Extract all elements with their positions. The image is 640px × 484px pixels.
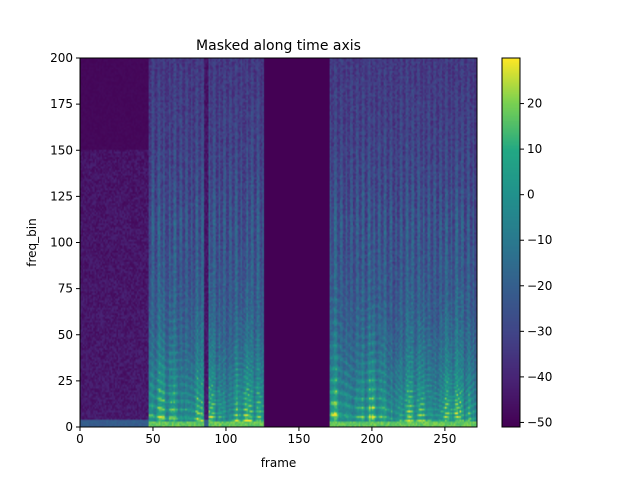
y-axis-label: freq_bin	[25, 218, 39, 266]
y-tick-label: 125	[50, 189, 73, 203]
y-tick-label: 100	[50, 236, 73, 250]
colorbar-tick-label: 20	[527, 97, 542, 111]
y-tick-label: 75	[58, 282, 73, 296]
y-axis: 0 25 50 75 100 125 150 175 200	[50, 51, 80, 434]
y-tick-label: 25	[58, 374, 73, 388]
chart-title: Masked along time axis	[196, 38, 361, 54]
colorbar-tick-label: −30	[527, 324, 552, 338]
colorbar-tick-label: 0	[527, 188, 535, 202]
colorbar-tick-label: 10	[527, 142, 542, 156]
x-axis-label: frame	[261, 456, 297, 470]
colorbar-tick-label: −10	[527, 233, 552, 247]
colorbar-tick-label: −20	[527, 279, 552, 293]
x-tick-label: 50	[145, 432, 160, 446]
x-axis: 0 50 100 150 200 250	[76, 427, 456, 446]
y-tick-label: 200	[50, 51, 73, 65]
colorbar-tick-label: −50	[527, 415, 552, 429]
y-tick-label: 50	[58, 328, 73, 342]
x-tick-label: 250	[433, 432, 456, 446]
plot-area	[79, 57, 478, 428]
colorbar-frame	[501, 57, 521, 428]
x-tick-label: 100	[215, 432, 238, 446]
x-tick-label: 150	[287, 432, 310, 446]
spectrogram-heatmap	[80, 58, 477, 427]
colorbar-ticks: 20 10 0 −10 −20 −30 −40 −50	[520, 97, 552, 429]
colorbar: 20 10 0 −10 −20 −30 −40 −50	[501, 57, 552, 429]
y-tick-label: 0	[65, 420, 73, 434]
colorbar-tick-label: −40	[527, 370, 552, 384]
y-tick-label: 175	[50, 97, 73, 111]
y-tick-label: 150	[50, 143, 73, 157]
colorbar-gradient	[502, 58, 520, 427]
x-tick-label: 200	[360, 432, 383, 446]
x-tick-label: 0	[76, 432, 84, 446]
